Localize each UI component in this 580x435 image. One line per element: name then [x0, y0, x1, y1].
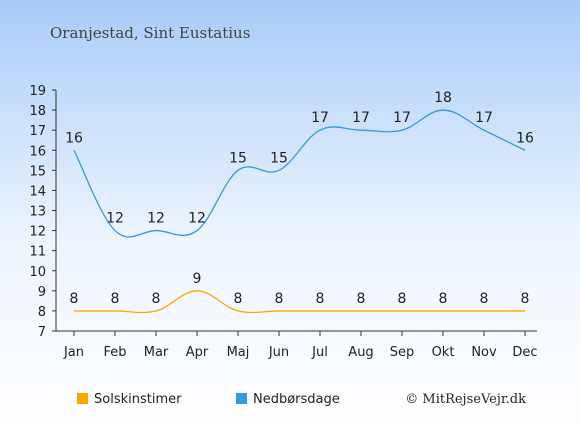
y-tick-label: 13: [29, 205, 46, 220]
data-label: 8: [70, 291, 79, 307]
y-tick-label: 11: [29, 245, 46, 260]
legend-label-nedborsdage: Nedbørsdage: [253, 392, 340, 407]
data-label: 12: [147, 211, 165, 227]
y-tick-label: 17: [29, 124, 46, 139]
legend-swatch-nedborsdage: [236, 393, 247, 404]
data-label: 8: [111, 291, 120, 307]
x-tick-label: Jun: [268, 345, 289, 360]
y-tick-label: 15: [29, 164, 46, 179]
chart-title: Oranjestad, Sint Eustatius: [50, 24, 250, 42]
data-label: 8: [480, 291, 489, 307]
data-label: 18: [434, 90, 452, 106]
y-tick-label: 19: [29, 84, 46, 99]
data-label: 16: [516, 130, 534, 146]
credit: © MitRejseVejr.dk: [405, 392, 526, 407]
data-label: 16: [65, 130, 83, 146]
x-tick-label: Jan: [63, 345, 84, 360]
data-label: 12: [106, 211, 124, 227]
x-tick-label: Maj: [227, 345, 250, 360]
data-label: 12: [188, 211, 206, 227]
y-tick-label: 10: [29, 265, 46, 280]
x-tick-label: Dec: [512, 345, 537, 360]
data-label: 8: [152, 291, 161, 307]
data-label: 17: [352, 110, 370, 126]
x-tick-label: Sep: [390, 345, 415, 360]
y-tick-label: 7: [38, 325, 46, 340]
data-label: 8: [275, 291, 284, 307]
data-label: 15: [229, 150, 247, 166]
data-label: 8: [439, 291, 448, 307]
data-label: 17: [393, 110, 411, 126]
data-label: 15: [270, 150, 288, 166]
series-line-nedborsdage: [73, 109, 526, 238]
data-label: 8: [357, 291, 366, 307]
data-label: 8: [234, 291, 243, 307]
y-tick-label: 16: [29, 144, 46, 159]
series-line-solskinstimer: [74, 290, 525, 314]
x-tick-label: Aug: [348, 345, 373, 360]
x-tick-label: Mar: [144, 345, 169, 360]
x-tick-label: Feb: [103, 345, 126, 360]
x-tick-label: Jul: [311, 345, 328, 360]
legend-swatch-solskinstimer: [77, 393, 88, 404]
data-label: 8: [521, 291, 530, 307]
y-tick-label: 18: [29, 104, 46, 119]
x-tick-label: Apr: [186, 345, 209, 360]
data-label: 8: [316, 291, 325, 307]
data-label: 17: [311, 110, 329, 126]
data-label: 8: [398, 291, 407, 307]
y-tick-label: 14: [29, 184, 46, 199]
data-label: 9: [193, 271, 202, 287]
x-tick-label: Nov: [471, 345, 497, 360]
y-tick-label: 9: [38, 285, 46, 300]
data-label: 17: [475, 110, 493, 126]
x-tick-label: Okt: [432, 345, 455, 360]
legend: Solskinstimer Nedbørsdage: [77, 392, 340, 407]
y-tick-label: 8: [38, 305, 46, 320]
y-tick-label: 12: [29, 225, 46, 240]
legend-label-solskinstimer: Solskinstimer: [94, 392, 182, 407]
